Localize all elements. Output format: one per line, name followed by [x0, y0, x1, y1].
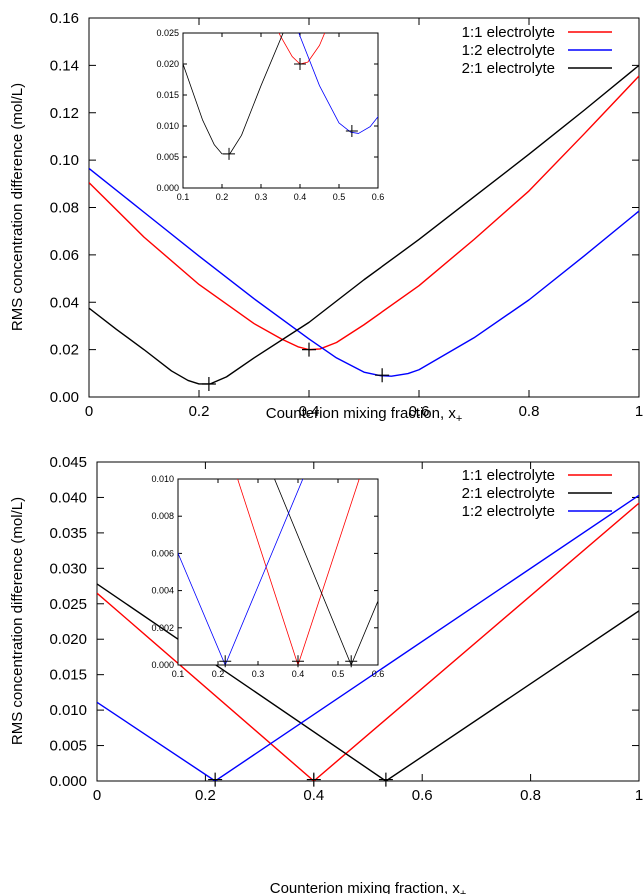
legend-label: 1:1 electrolyte — [462, 467, 555, 484]
x-axis-title: Counterion mixing fraction, x+ — [266, 405, 463, 425]
y-tick-label: 0.00 — [50, 389, 79, 406]
y-tick-label: 0.015 — [49, 667, 87, 684]
inset-minimum-marker — [219, 655, 232, 668]
inset-y-tick-label: 0.004 — [151, 586, 174, 596]
inset-y-tick-label: 0.010 — [151, 474, 174, 484]
inset-y-tick-label: 0.010 — [156, 121, 179, 131]
legend-label: 1:2 electrolyte — [462, 42, 555, 59]
inset-y-tick-label: 0.002 — [151, 623, 174, 633]
y-tick-label: 0.12 — [50, 105, 79, 122]
inset-x-tick-label: 0.2 — [212, 669, 225, 679]
inset-minimum-marker — [294, 58, 306, 70]
x-tick-label: 0.4 — [303, 787, 324, 804]
x-tick-label: 0.8 — [520, 787, 541, 804]
series-line-1-1 — [89, 75, 639, 351]
inset-x-tick-label: 0.1 — [177, 192, 190, 202]
x-tick-label: 0.2 — [189, 403, 210, 420]
inset-x-tick-label: 0.3 — [252, 669, 265, 679]
inset-y-tick-label: 0.006 — [151, 548, 174, 558]
bottom-chart: 0 0.2 0.4 0.6 0.8 1 0.000 0.005 0.010 0.015 0.020 0… — [9, 454, 643, 894]
series-line-2-1 — [89, 64, 639, 385]
inset-series-line — [278, 33, 326, 65]
minimum-marker — [208, 772, 223, 787]
y-tick-label: 0.030 — [49, 560, 87, 577]
series-line-1-2 — [89, 167, 639, 377]
y-tick-label: 0.020 — [49, 631, 87, 648]
inset-y-tick-label: 0.015 — [156, 90, 179, 100]
inset-x-tick-label: 0.6 — [372, 192, 385, 202]
series-line-1-1 — [97, 502, 639, 781]
x-tick-label: 1 — [635, 787, 643, 804]
minimum-marker — [201, 376, 216, 391]
y-tick-label: 0.045 — [49, 454, 87, 471]
x-tick-label: 0.4 — [299, 403, 320, 420]
x-axis-title: Counterion mixing fraction, x+ — [270, 880, 467, 894]
inset-frame — [182, 32, 379, 189]
legend-label: 2:1 electrolyte — [462, 485, 555, 502]
x-tick-label: 0 — [93, 787, 101, 804]
inset-y-tick-label: 0.000 — [156, 183, 179, 193]
legend-label: 1:1 electrolyte — [462, 24, 555, 41]
top-chart: 0 0.2 0.4 0.6 0.8 1 0.00 0.02 0.04 0.06 0.08 0.10 0.… — [9, 10, 643, 425]
minimum-marker — [378, 772, 393, 787]
y-axis-title: RMS concentration difference (mol/L) — [9, 83, 26, 331]
inset-y-tick-label: 0.005 — [156, 152, 179, 162]
x-tick-label: 0 — [85, 403, 93, 420]
inset-series-group — [183, 33, 378, 155]
inset-minimum-marker — [345, 655, 358, 668]
y-axis-title: RMS concentration difference (mol/L) — [9, 497, 26, 745]
inset-minimum-marker — [292, 655, 304, 668]
legend-label: 1:2 electrolyte — [462, 503, 555, 520]
inset-minimum-marker — [223, 147, 236, 160]
y-tick-label: 0.08 — [50, 200, 79, 217]
inset-x-tick-label: 0.4 — [294, 192, 307, 202]
inset-x-tick-label: 0.2 — [216, 192, 229, 202]
x-tick-label: 0.6 — [412, 787, 433, 804]
y-tick-label: 0.06 — [50, 247, 79, 264]
plot-frame — [96, 461, 640, 782]
legend-label: 2:1 electrolyte — [462, 60, 555, 77]
y-tick-label: 0.005 — [49, 738, 87, 755]
inset-x-tick-label: 0.6 — [372, 669, 385, 679]
minimum-marker — [306, 772, 321, 787]
y-tick-label: 0.16 — [50, 10, 79, 27]
y-tick-label: 0.025 — [49, 596, 87, 613]
inset-y-tick-label: 0.025 — [156, 28, 179, 38]
inset-x-tick-label: 0.1 — [172, 669, 185, 679]
inset-series-line — [183, 33, 284, 155]
x-tick-label: 1 — [635, 403, 643, 420]
inset-series-line — [298, 33, 378, 134]
inset-y-tick-label: 0.000 — [151, 660, 174, 670]
y-tick-label: 0.04 — [50, 294, 79, 311]
y-tick-label: 0.10 — [50, 152, 79, 169]
inset-x-tick-label: 0.5 — [332, 669, 345, 679]
y-tick-label: 0.000 — [49, 773, 87, 790]
inset-x-tick-label: 0.3 — [255, 192, 268, 202]
x-axis-title-subscript: + — [460, 888, 466, 894]
x-tick-label: 0.2 — [195, 787, 216, 804]
y-tick-label: 0.010 — [49, 702, 87, 719]
y-tick-label: 0.035 — [49, 525, 87, 542]
x-axis-title-subscript: + — [456, 413, 462, 425]
series-line-1-2 — [97, 494, 639, 781]
x-tick-label: 0.8 — [519, 403, 540, 420]
inset-minimum-marker — [345, 124, 358, 137]
x-tick-label: 0.6 — [409, 403, 430, 420]
inset-x-tick-label: 0.5 — [333, 192, 346, 202]
inset-y-tick-label: 0.020 — [156, 59, 179, 69]
y-tick-label: 0.02 — [50, 342, 79, 359]
y-tick-label: 0.14 — [50, 57, 79, 74]
minimum-marker — [302, 342, 316, 357]
minimum-marker — [375, 368, 390, 383]
inset-x-tick-label: 0.4 — [292, 669, 305, 679]
inset-y-tick-label: 0.008 — [151, 511, 174, 521]
y-tick-label: 0.040 — [49, 489, 87, 506]
inset-frame — [177, 478, 379, 666]
